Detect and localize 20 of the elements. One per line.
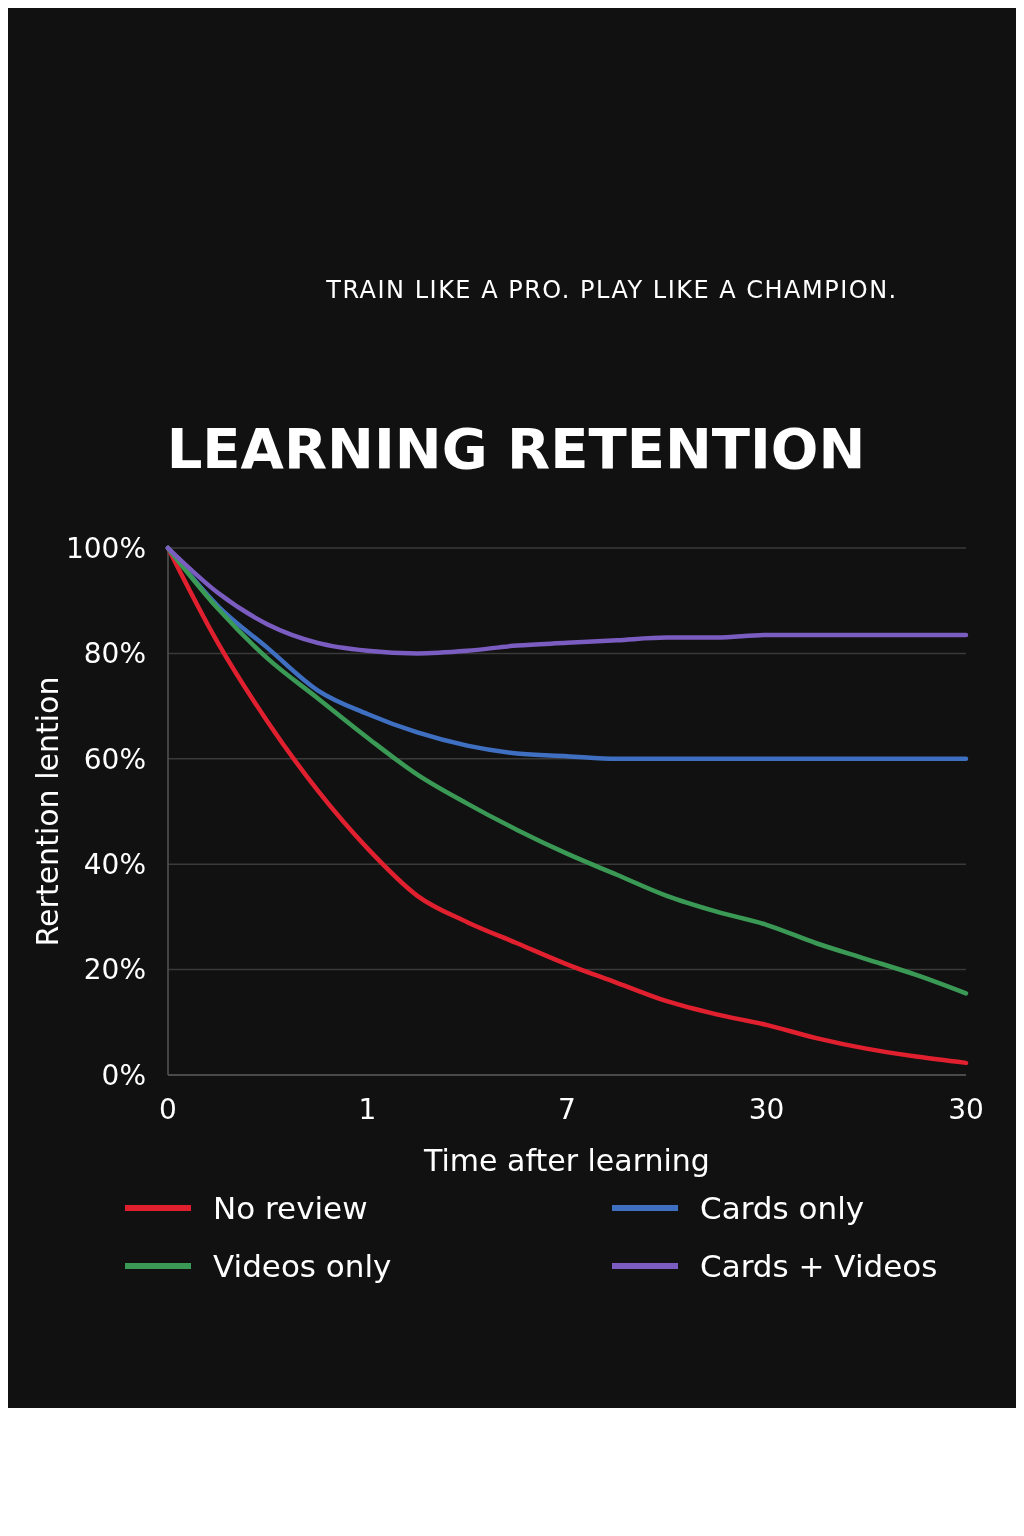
- y-axis-title: Rertention lention: [30, 676, 65, 947]
- x-tick-label: 30: [748, 1093, 785, 1126]
- y-tick-label: 20%: [83, 953, 146, 987]
- y-tick-label: 40%: [83, 848, 146, 881]
- x-axis-title: Time after learning: [423, 1143, 710, 1178]
- legend-label: Videos only: [213, 1247, 392, 1284]
- y-tick-label: 0%: [101, 1058, 146, 1092]
- legend-label: No review: [213, 1189, 368, 1226]
- x-tick-label: 7: [558, 1093, 576, 1126]
- y-tick-label: 80%: [83, 637, 146, 671]
- chart-title: LEARNING RETENTION: [166, 416, 866, 481]
- y-tick-label: 100%: [65, 531, 146, 565]
- text: TRAIN LIKE A PRO. PLAY LIKE A CHAMPION.: [325, 276, 898, 304]
- line-series: [165, 545, 969, 656]
- x-tick-label: 0: [159, 1093, 177, 1126]
- x-tick-label: 30: [948, 1093, 984, 1126]
- legend-label: Cards only: [700, 1189, 865, 1226]
- legend-label: Cards + Videos: [700, 1247, 938, 1284]
- x-tick-label: 1: [358, 1093, 377, 1126]
- y-tick-label: 60%: [83, 742, 146, 776]
